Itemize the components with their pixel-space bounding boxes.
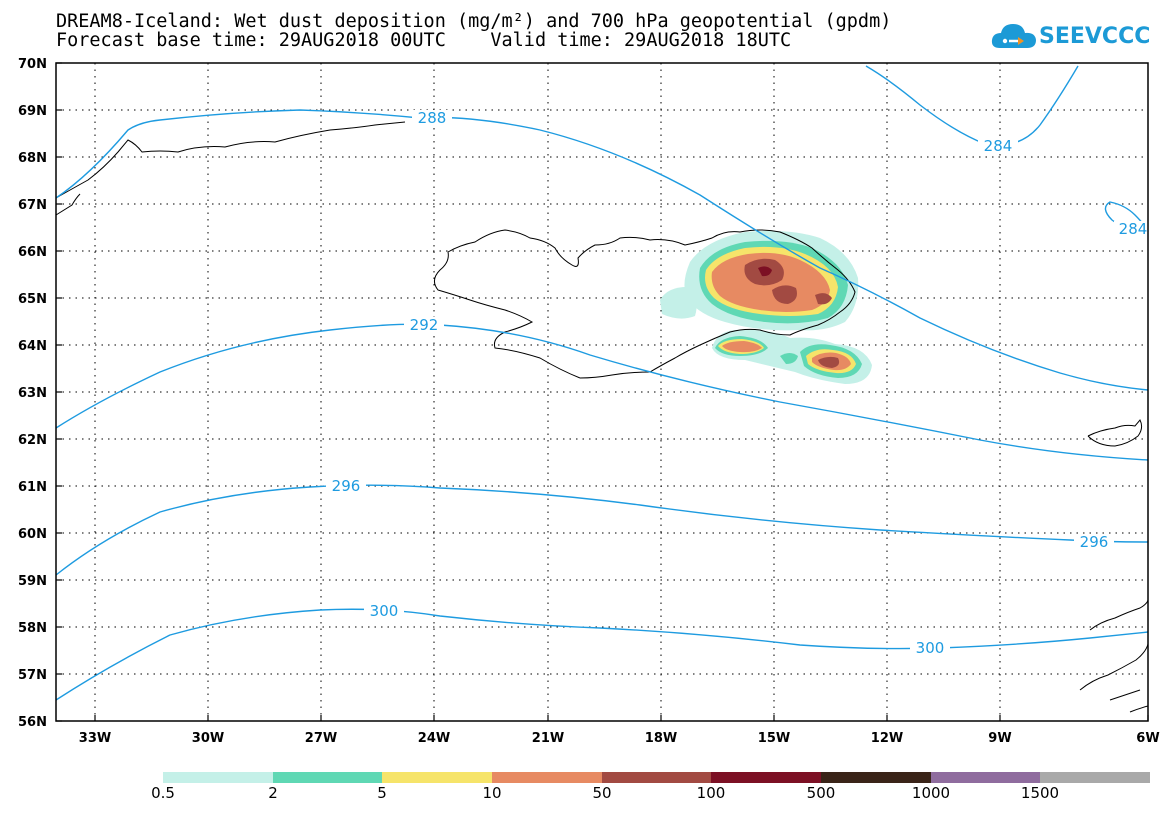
legend-label: 500	[806, 784, 836, 802]
lat-label: 61N	[18, 480, 47, 495]
contour-label-300-east: 300	[916, 639, 945, 657]
legend-label: 50	[592, 784, 612, 802]
lon-label: 9W	[988, 731, 1011, 746]
valid-time: Valid time: 29AUG2018 18UTC	[490, 30, 792, 51]
lat-label: 62N	[18, 433, 47, 448]
lat-label: 57N	[18, 668, 47, 683]
lon-label: 18W	[645, 731, 677, 746]
seevccc-logo: SEEVCCC	[990, 18, 1150, 60]
lat-label: 59N	[18, 574, 47, 589]
legend-swatch	[711, 772, 822, 783]
lat-label: 68N	[18, 151, 47, 166]
time-info: Forecast base time: 29AUG2018 00UTC Vali…	[56, 31, 791, 51]
lat-label: 60N	[18, 527, 47, 542]
coastlines	[55, 121, 1149, 713]
dust-deposition-field	[660, 230, 872, 384]
lat-label: 63N	[18, 386, 47, 401]
lon-label: 6W	[1136, 731, 1159, 746]
lat-label: 70N	[18, 57, 47, 72]
lat-label: 64N	[18, 339, 47, 354]
lon-label: 24W	[418, 731, 450, 746]
contour-300	[55, 608, 1149, 701]
legend-swatch	[492, 772, 602, 783]
legend-swatch	[601, 772, 712, 783]
lat-label: 65N	[18, 292, 47, 307]
legend-label: 2	[268, 784, 278, 802]
lon-label: 15W	[758, 731, 790, 746]
lon-label: 27W	[305, 731, 337, 746]
contour-label-292: 292	[410, 316, 439, 334]
contour-284-north	[865, 65, 1079, 146]
legend-swatch	[272, 772, 383, 783]
legend-swatch	[382, 772, 493, 783]
legend-label: 5	[377, 784, 387, 802]
contour-label-296-east: 296	[1080, 533, 1109, 551]
lat-label: 58N	[18, 621, 47, 636]
forecast-base-time: Forecast base time: 29AUG2018 00UTC	[56, 30, 446, 51]
lat-label: 56N	[18, 715, 47, 730]
gridlines	[56, 63, 1148, 721]
contour-292	[55, 323, 1149, 461]
legend-label: 1000	[911, 784, 951, 802]
legend-label: 1500	[1020, 784, 1060, 802]
contour-label-296-west: 296	[332, 477, 361, 495]
contour-296	[55, 484, 1149, 576]
contour-labels: 288 284 284 292 296 296 300 300	[326, 109, 1148, 657]
legend-swatch	[1040, 772, 1151, 783]
geopotential-contours	[55, 65, 1149, 701]
lon-label: 12W	[871, 731, 903, 746]
legend-swatch	[821, 772, 931, 783]
lon-label: 30W	[192, 731, 224, 746]
cloud-icon	[991, 24, 1036, 48]
contour-label-288: 288	[418, 109, 447, 127]
map-title: DREAM8-Iceland: Wet dust deposition (mg/…	[56, 11, 892, 32]
axis-ticks	[56, 62, 1149, 722]
logo-text: SEEVCCC	[1039, 24, 1151, 49]
lat-label: 69N	[18, 104, 47, 119]
legend-label: 100	[696, 784, 726, 802]
lat-label: 67N	[18, 198, 47, 213]
legend-swatch	[930, 772, 1041, 783]
lat-label: 66N	[18, 245, 47, 260]
contour-288	[55, 109, 1149, 391]
contour-label-284-north: 284	[984, 137, 1013, 155]
contour-label-284-east: 284	[1119, 220, 1148, 238]
lon-label: 21W	[532, 731, 564, 746]
legend-label: 10	[482, 784, 502, 802]
legend-swatch	[163, 772, 273, 783]
longitude-labels: 33W 30W 27W 24W 21W 18W 15W 12W 9W 6W	[79, 731, 1160, 746]
latitude-labels: 70N 69N 68N 67N 66N 65N 64N 63N 62N 61N …	[18, 57, 47, 730]
legend-colorbar	[163, 772, 1151, 783]
legend-label: 0.5	[151, 784, 175, 802]
legend-labels: 0.5 2 5 10 50 100 500 1000 1500	[0, 784, 1175, 804]
contour-label-300-west: 300	[370, 602, 399, 620]
lon-label: 33W	[79, 731, 111, 746]
